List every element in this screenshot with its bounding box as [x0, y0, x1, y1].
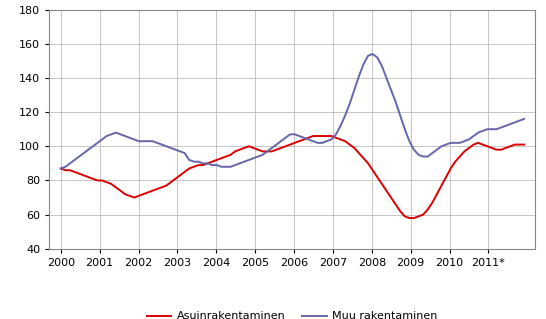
- Muu rakentaminen: [461, 139, 468, 143]
- Muu rakentaminen: [57, 167, 64, 170]
- Asuinrakentaminen: [429, 201, 436, 204]
- Asuinrakentaminen: [145, 190, 151, 194]
- Asuinrakentaminen: [310, 134, 316, 138]
- Muu rakentaminen: [158, 143, 165, 146]
- Muu rakentaminen: [145, 139, 151, 143]
- Asuinrakentaminen: [466, 146, 472, 150]
- Asuinrakentaminen: [57, 167, 64, 170]
- Line: Asuinrakentaminen: Asuinrakentaminen: [61, 136, 524, 218]
- Line: Muu rakentaminen: Muu rakentaminen: [61, 54, 524, 168]
- Asuinrakentaminen: [158, 185, 165, 189]
- Muu rakentaminen: [269, 146, 275, 150]
- Asuinrakentaminen: [521, 143, 527, 146]
- Asuinrakentaminen: [388, 196, 394, 199]
- Legend: Asuinrakentaminen, Muu rakentaminen: Asuinrakentaminen, Muu rakentaminen: [143, 307, 442, 319]
- Asuinrakentaminen: [269, 150, 275, 153]
- Muu rakentaminen: [370, 52, 376, 56]
- Muu rakentaminen: [521, 117, 527, 121]
- Muu rakentaminen: [424, 155, 431, 159]
- Asuinrakentaminen: [406, 216, 413, 220]
- Muu rakentaminen: [388, 88, 394, 92]
